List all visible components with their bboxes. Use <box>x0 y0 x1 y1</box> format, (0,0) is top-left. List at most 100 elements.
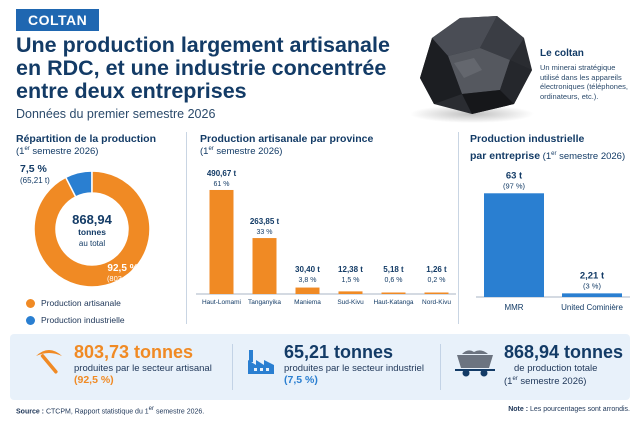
stat-artisanal-pct: (92,5 %) <box>74 374 114 386</box>
industrial-category-label-1: United Cominière <box>561 303 623 312</box>
stat-total-period-pre: (1 <box>504 376 513 388</box>
province-panel-title: Production artisanale par province <box>200 133 374 145</box>
stat-total-period-sup: er <box>512 376 518 382</box>
industrial-abs-label: (65,21 t) <box>20 176 50 185</box>
coltan-desc-line-3: électroniques (téléphones, <box>540 82 628 91</box>
industrial-panel-title-line-1: Production industrielle <box>470 133 585 145</box>
donut-center-label: au total <box>79 239 105 248</box>
stat-industrial-number: 65,21 tonnes <box>284 342 394 362</box>
province-value-label-4: 5,18 t <box>383 265 404 274</box>
province-pct-label-0: 61 % <box>214 181 230 188</box>
footer-source-text-pre: CTCPM, Rapport statistique du 1 <box>44 408 149 416</box>
province-subtitle-pre: (1 <box>200 146 209 158</box>
province-bar-0 <box>209 189 234 294</box>
industrial-subtitle-post: semestre 2026) <box>556 151 626 162</box>
donut-subtitle-post: semestre 2026) <box>29 146 99 158</box>
stat-separator-1 <box>232 344 233 390</box>
legend-label-artisanal: Production artisanale <box>41 298 121 308</box>
industrial-bar-0 <box>484 193 544 297</box>
subtitle: Données du premier semestre 2026 <box>16 107 216 121</box>
province-value-label-1: 263,85 t <box>250 217 280 226</box>
topic-tag: COLTAN <box>16 9 100 31</box>
province-pct-label-1: 33 % <box>257 229 273 236</box>
stat-total-text: 868,94 tonnes de production totale (1er … <box>504 342 623 387</box>
artisanal-pct-label: 92,5 % <box>107 263 138 274</box>
stat-industrial-pct: (7,5 %) <box>284 374 318 386</box>
donut-panel-subtitle: (1er semestre 2026) <box>16 146 98 157</box>
divider-2 <box>458 132 459 324</box>
donut-center-unit: tonnes <box>78 227 106 237</box>
headline: Une production largement artisanale en R… <box>16 34 436 103</box>
province-category-label-2: Maniema <box>294 299 321 306</box>
industrial-bars: 63 t(97 %) MMR 2,21 t(3 %) United Cominière <box>484 170 623 312</box>
donut-panel-title: Répartition de la production <box>16 133 157 145</box>
headline-line-3: entre deux entreprises <box>16 79 247 103</box>
footer-note: Note : Les pourcentages sont arrondis. <box>508 406 630 413</box>
industrial-category-label-0: MMR <box>504 303 523 312</box>
stat-industrial: 65,21 tonnes produites par le secteur in… <box>242 334 432 400</box>
coltan-desc-line-4: ordinateurs, etc.). <box>540 91 599 101</box>
stat-total-period: (1er semestre 2026) <box>504 374 623 387</box>
donut-slice-artisanal <box>33 170 151 288</box>
province-pct-label-2: 3,8 % <box>299 277 317 284</box>
province-pct-label-4: 0,6 % <box>385 277 403 284</box>
province-panel-subtitle: (1er semestre 2026) <box>200 146 282 157</box>
footer-source-label: Source : <box>16 408 45 416</box>
donut-legend: Production artisanale Production industr… <box>26 298 125 325</box>
stat-separator-2 <box>440 344 441 390</box>
coltan-info-title: Le coltan <box>540 48 584 59</box>
coltan-desc-line-2: utilisé dans les appareils <box>540 72 622 82</box>
stat-artisanal-text: 803,73 tonnes produites par le secteur a… <box>74 342 212 386</box>
province-value-label-3: 12,38 t <box>338 265 363 274</box>
footer-source: Source : CTCPM, Rapport statistique du 1… <box>16 406 204 415</box>
pickaxe-icon <box>36 350 62 374</box>
industrial-subtitle-pre: (1 <box>540 151 552 162</box>
divider-1 <box>186 132 187 324</box>
donut-slices <box>33 170 151 288</box>
headline-line-1: Une production largement artisanale <box>16 33 390 57</box>
industrial-bar-1 <box>562 293 622 297</box>
province-category-label-0: Haut-Lomami <box>202 299 241 306</box>
province-bar-4 <box>381 292 406 294</box>
donut-hole <box>57 194 127 264</box>
province-bar-2 <box>295 287 320 294</box>
stat-artisanal-desc: produites par le secteur artisanal <box>74 363 212 374</box>
stat-artisanal: 803,73 tonnes produites par le secteur a… <box>20 334 220 400</box>
province-category-label-1: Tanganyika <box>248 299 281 306</box>
coltan-rock-illustration <box>410 16 534 123</box>
stat-industrial-text: 65,21 tonnes produites par le secteur in… <box>284 342 424 386</box>
province-bars: 490,67 t 61 % Haut-Lomami 263,85 t 33 % Tanga… <box>202 169 451 306</box>
province-category-label-5: Nord-Kivu <box>422 299 451 306</box>
industrial-pct-label-1: (3 %) <box>583 281 601 290</box>
stat-artisanal-number: 803,73 tonnes <box>74 342 194 362</box>
province-bar-5 <box>424 292 449 294</box>
summary-stats-panel: 803,73 tonnes produites par le secteur a… <box>10 334 630 400</box>
province-pct-label-5: 0,2 % <box>428 277 446 284</box>
province-bar-1 <box>252 238 277 294</box>
donut-center-value: 868,94 <box>72 212 113 227</box>
footer-source-text-post: semestre 2026. <box>154 408 205 416</box>
legend-item-industrial: Production industrielle <box>26 315 125 325</box>
industrial-pct-label-0: (97 %) <box>503 181 526 190</box>
industrial-value-label-1: 2,21 t <box>580 270 605 281</box>
donut-subtitle-pre: (1 <box>16 146 25 158</box>
artisanal-abs-label: (803,73 t) <box>107 274 140 283</box>
province-bar-3 <box>338 291 363 294</box>
industrial-bar-chart: 63 t(97 %) MMR 2,21 t(3 %) United Cominière <box>476 170 630 312</box>
province-category-label-4: Haut-Katanga <box>373 299 413 306</box>
province-value-label-2: 30,40 t <box>295 265 320 274</box>
factory-icon <box>248 350 274 374</box>
province-value-label-0: 490,67 t <box>207 169 237 178</box>
coltan-info-box: Le coltan Un minerai stratégique utilisé… <box>540 48 636 101</box>
province-pct-label-3: 1,5 % <box>342 277 360 284</box>
stat-total-number: 868,94 tonnes <box>504 342 624 362</box>
donut-subtitle-sup: er <box>24 146 30 152</box>
footer-note-text: Les pourcentages sont arrondis. <box>528 406 630 413</box>
industrial-panel-title-line-2: par entreprise (1er semestre 2026) <box>470 146 625 164</box>
coltan-info-description: Un minerai stratégique utilisé dans les … <box>540 63 636 101</box>
legend-swatch-artisanal <box>26 298 35 308</box>
coltan-desc-line-1: Un minerai stratégique <box>540 63 616 72</box>
legend-item-artisanal: Production artisanale <box>26 298 125 308</box>
province-bar-chart: 490,67 t 61 % Haut-Lomami 263,85 t 33 % Tanga… <box>196 169 456 306</box>
stat-industrial-desc: produites par le secteur industriel <box>284 363 424 374</box>
